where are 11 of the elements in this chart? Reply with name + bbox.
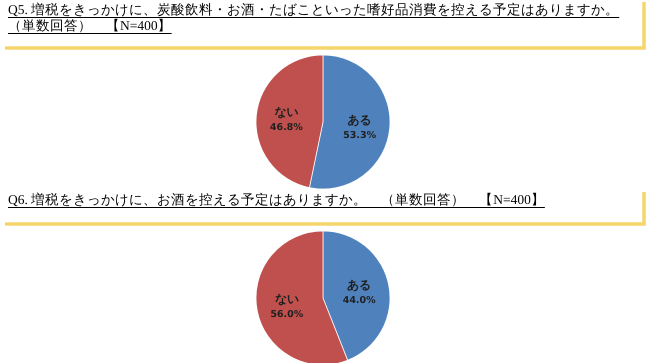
slice-label: ある xyxy=(348,112,372,127)
data-label: 46.8% xyxy=(270,122,304,134)
data-label: 56.0% xyxy=(270,308,304,320)
chart-title: Q5. 増税をきっかけに、炭酸飲料・お酒・たばこといった嗜好品消費を控える予定はありますか。 xyxy=(8,1,620,17)
slice-label: ない xyxy=(274,292,299,306)
data-label: 44.0% xyxy=(342,295,376,306)
chart-title: Q6. 増税をきっかけに、お酒を控える予定はありますか。 （単数回答） 【N=400】 xyxy=(8,191,545,207)
text: （単数回答） 【N=400】 xyxy=(8,18,172,33)
data-label: 53.3% xyxy=(343,130,377,141)
slice-label: ない xyxy=(274,105,298,120)
slice-label: ある xyxy=(347,278,372,292)
